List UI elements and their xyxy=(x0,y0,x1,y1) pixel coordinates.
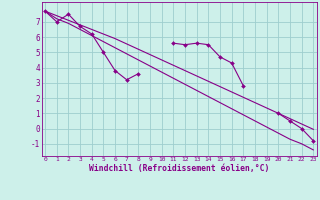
X-axis label: Windchill (Refroidissement éolien,°C): Windchill (Refroidissement éolien,°C) xyxy=(89,164,269,173)
